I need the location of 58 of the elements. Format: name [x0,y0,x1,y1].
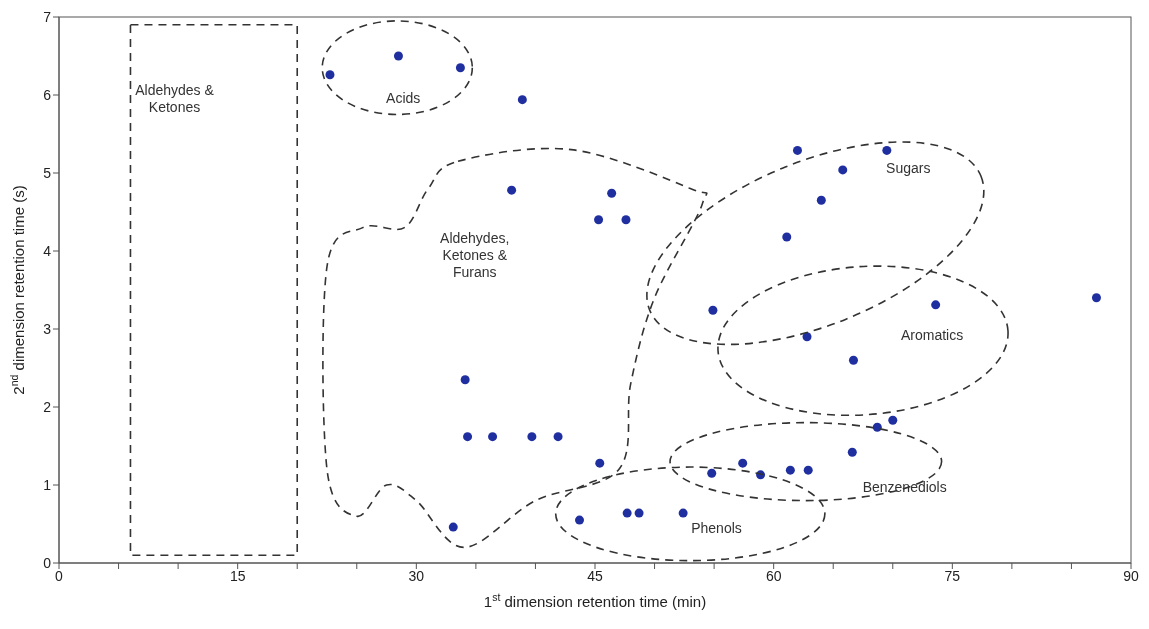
x-tick-label: 90 [1123,567,1139,584]
point [595,458,605,468]
point [325,70,335,80]
point [448,522,458,532]
x-axis-title: 1$^{st}$ dimension retention time (min) [483,591,707,610]
x-tick-label: 30 [408,567,425,584]
y-tick-label: 5 [43,164,52,181]
point [517,95,527,105]
point [847,447,857,457]
y-tick-label: 4 [43,242,52,259]
point [455,63,465,73]
point [1091,293,1101,303]
point [707,468,717,478]
x-tick-label: 75 [944,567,961,584]
point [622,508,632,518]
point [848,355,858,365]
point [785,465,795,475]
point [792,145,802,155]
x-tick-label: 60 [765,567,782,584]
point [634,508,644,518]
point [888,415,898,425]
y-tick-label: 6 [43,86,52,103]
point [803,465,813,475]
point [463,432,473,442]
point [882,145,892,155]
point [393,51,403,61]
y-tick-label: 3 [43,320,52,337]
annotation: Aldehydes & Ketones [135,82,215,115]
point [816,195,826,205]
point [872,422,882,432]
point [678,508,688,518]
y-tick-label: 2 [43,398,52,415]
point [782,232,792,242]
point [553,432,563,442]
point [607,188,617,198]
point [621,215,631,225]
point [738,458,748,468]
annotation: Benzenediols [862,479,947,496]
y-tick-label: 0 [43,554,52,571]
x-tick-label: 45 [587,567,603,584]
point [488,432,498,442]
point [594,215,604,225]
y-tick-label: 1 [43,476,52,493]
point [708,305,718,315]
point [838,165,848,175]
y-tick-label: 7 [43,8,52,25]
point [575,515,585,525]
annotation: Acids [386,89,421,106]
annotation: Phenols [691,520,742,537]
point [931,300,941,310]
x-tick-label: 15 [229,567,246,584]
annotation: Sugars [886,160,931,176]
point [460,375,470,385]
annotation: Aromatics [900,326,964,343]
point [527,432,537,442]
annotation: Aldehydes, Ketones & Furans [440,230,510,281]
point [507,185,517,195]
x-tick-label: 0 [55,567,64,584]
